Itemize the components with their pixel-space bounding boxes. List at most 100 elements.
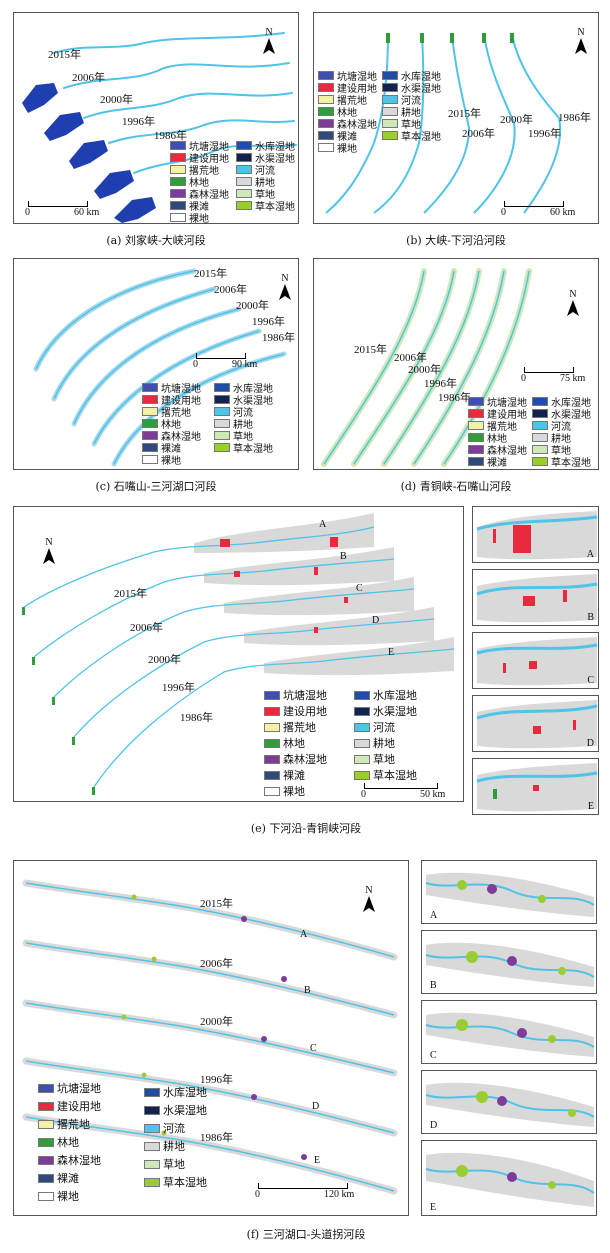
legend-label: 水库湿地 — [373, 689, 417, 702]
legend-item-farmland: 耕地 — [382, 105, 441, 119]
legend-swatch — [318, 94, 334, 104]
panel-e: A B C D E 2015年 2006年 2000年 1996年 1986年 … — [13, 506, 464, 802]
legend-label: 裸地 — [283, 785, 305, 798]
legend-item-pond: 坑塘湿地 — [468, 395, 527, 409]
caption-b: (b) 大峡-下河沿河段 — [406, 234, 506, 247]
strip-label-e: E — [314, 1155, 321, 1166]
legend-swatch — [214, 430, 230, 440]
legend-item-farmland: 耕地 — [144, 1137, 207, 1155]
river-map-c — [33, 268, 287, 467]
legend-label: 森林湿地 — [57, 1154, 101, 1167]
legend-item-river: 河流 — [214, 405, 273, 419]
legend-swatch — [354, 722, 370, 732]
legend-swatch — [532, 456, 548, 466]
legend-swatch — [142, 382, 158, 392]
legend-label: 水渠湿地 — [373, 705, 417, 718]
legend-label: 草本湿地 — [233, 443, 273, 455]
legend-label: 耕地 — [233, 419, 253, 431]
legend-item-herb_wetland: 草本湿地 — [382, 129, 441, 143]
scale-start: 0 — [255, 1189, 260, 1200]
legend-item-river: 河流 — [382, 93, 441, 107]
inset-f-d: D — [421, 1070, 597, 1134]
legend-item-forest_wetland: 森林湿地 — [264, 751, 327, 767]
legend-swatch — [468, 456, 484, 466]
legend-swatch — [354, 706, 370, 716]
scale-start: 0 — [25, 207, 30, 218]
scale-start: 0 — [193, 359, 198, 370]
north-arrow-icon — [263, 38, 275, 54]
legend-swatch — [468, 468, 484, 469]
legend-label: 水渠湿地 — [401, 83, 441, 95]
legend-label: 草本湿地 — [373, 769, 417, 782]
strip-label-e: E — [388, 647, 395, 658]
legend-swatch — [38, 1191, 54, 1201]
legend-swatch — [468, 432, 484, 442]
legend-item-bare_land: 裸地 — [264, 783, 327, 799]
legend-label: 耕地 — [551, 433, 571, 445]
legend-swatch — [468, 444, 484, 454]
scale-end: 60 km — [550, 207, 576, 218]
legend-item-forest_wetland: 森林湿地 — [468, 443, 527, 457]
legend-label: 撂荒地 — [189, 165, 219, 177]
legend-a-left: 坑塘湿地 建设用地 撂荒地 林地 森林湿地 裸滩 裸地 — [170, 139, 229, 223]
legend-item-bare_land: 裸地 — [468, 467, 527, 469]
legend-label: 水渠湿地 — [551, 409, 591, 421]
legend-item-canal: 水渠湿地 — [214, 393, 273, 407]
legend-item-forest: 林地 — [170, 175, 229, 189]
legend-swatch — [468, 408, 484, 418]
legend-item-bare_beach: 裸滩 — [264, 767, 327, 783]
year-label-2015: 2015年 — [448, 108, 481, 120]
legend-label: 森林湿地 — [189, 189, 229, 201]
legend-item-grassland: 草地 — [532, 443, 591, 457]
legend-item-bare_beach: 裸滩 — [38, 1169, 101, 1187]
year-label-2000: 2000年 — [236, 300, 269, 312]
legend-swatch — [170, 188, 186, 198]
inset-e-e: E — [472, 758, 599, 815]
panel-c: 2015年 2006年 2000年 1996年 1986年 N 0 90 km … — [13, 258, 299, 470]
panel-a: 2015年 2006年 2000年 1996年 1986年 N 坑塘湿地 建设用地… — [13, 12, 299, 224]
legend-item-pond: 坑塘湿地 — [170, 139, 229, 153]
legend-label: 撂荒地 — [337, 95, 367, 107]
legend-label: 建设用地 — [57, 1100, 101, 1113]
legend-label: 裸地 — [161, 455, 181, 467]
legend-item-fallow: 撂荒地 — [38, 1115, 101, 1133]
legend-label: 河流 — [163, 1122, 185, 1135]
legend-label: 草地 — [255, 189, 275, 201]
legend-swatch — [354, 690, 370, 700]
strip-label-d: D — [312, 1101, 320, 1112]
legend-label: 耕地 — [401, 107, 421, 119]
legend-label: 森林湿地 — [161, 431, 201, 443]
legend-label: 耕地 — [373, 737, 395, 750]
legend-swatch — [318, 70, 334, 80]
legend-label: 坑塘湿地 — [487, 397, 527, 409]
legend-label: 水库湿地 — [233, 383, 273, 395]
legend-swatch — [214, 394, 230, 404]
legend-swatch — [354, 754, 370, 764]
year-label-1986: 1986年 — [180, 712, 213, 724]
legend-swatch — [236, 164, 252, 174]
legend-swatch — [318, 82, 334, 92]
legend-swatch — [142, 418, 158, 428]
legend-item-forest: 林地 — [142, 417, 201, 431]
legend-label: 耕地 — [255, 177, 275, 189]
legend-label: 建设用地 — [161, 395, 201, 407]
legend-swatch — [144, 1177, 160, 1187]
panel-d: 2015年 2006年 2000年 1996年 1986年 N 0 75 km … — [313, 258, 599, 470]
legend-item-grassland: 草地 — [214, 429, 273, 443]
scale-end: 60 km — [74, 207, 100, 218]
north-arrow: N — [572, 27, 590, 60]
legend-swatch — [264, 754, 280, 764]
legend-label: 坑塘湿地 — [283, 689, 327, 702]
legend-label: 草地 — [551, 445, 571, 457]
legend-swatch — [38, 1083, 54, 1093]
legend-item-herb_wetland: 草本湿地 — [144, 1173, 207, 1191]
legend-label: 水渠湿地 — [255, 153, 295, 165]
legend-item-canal: 水渠湿地 — [532, 407, 591, 421]
legend-swatch — [532, 408, 548, 418]
year-label-1986: 1986年 — [200, 1132, 233, 1144]
legend-swatch — [214, 406, 230, 416]
legend-swatch — [532, 444, 548, 454]
legend-swatch — [318, 130, 334, 140]
legend-swatch — [382, 130, 398, 140]
